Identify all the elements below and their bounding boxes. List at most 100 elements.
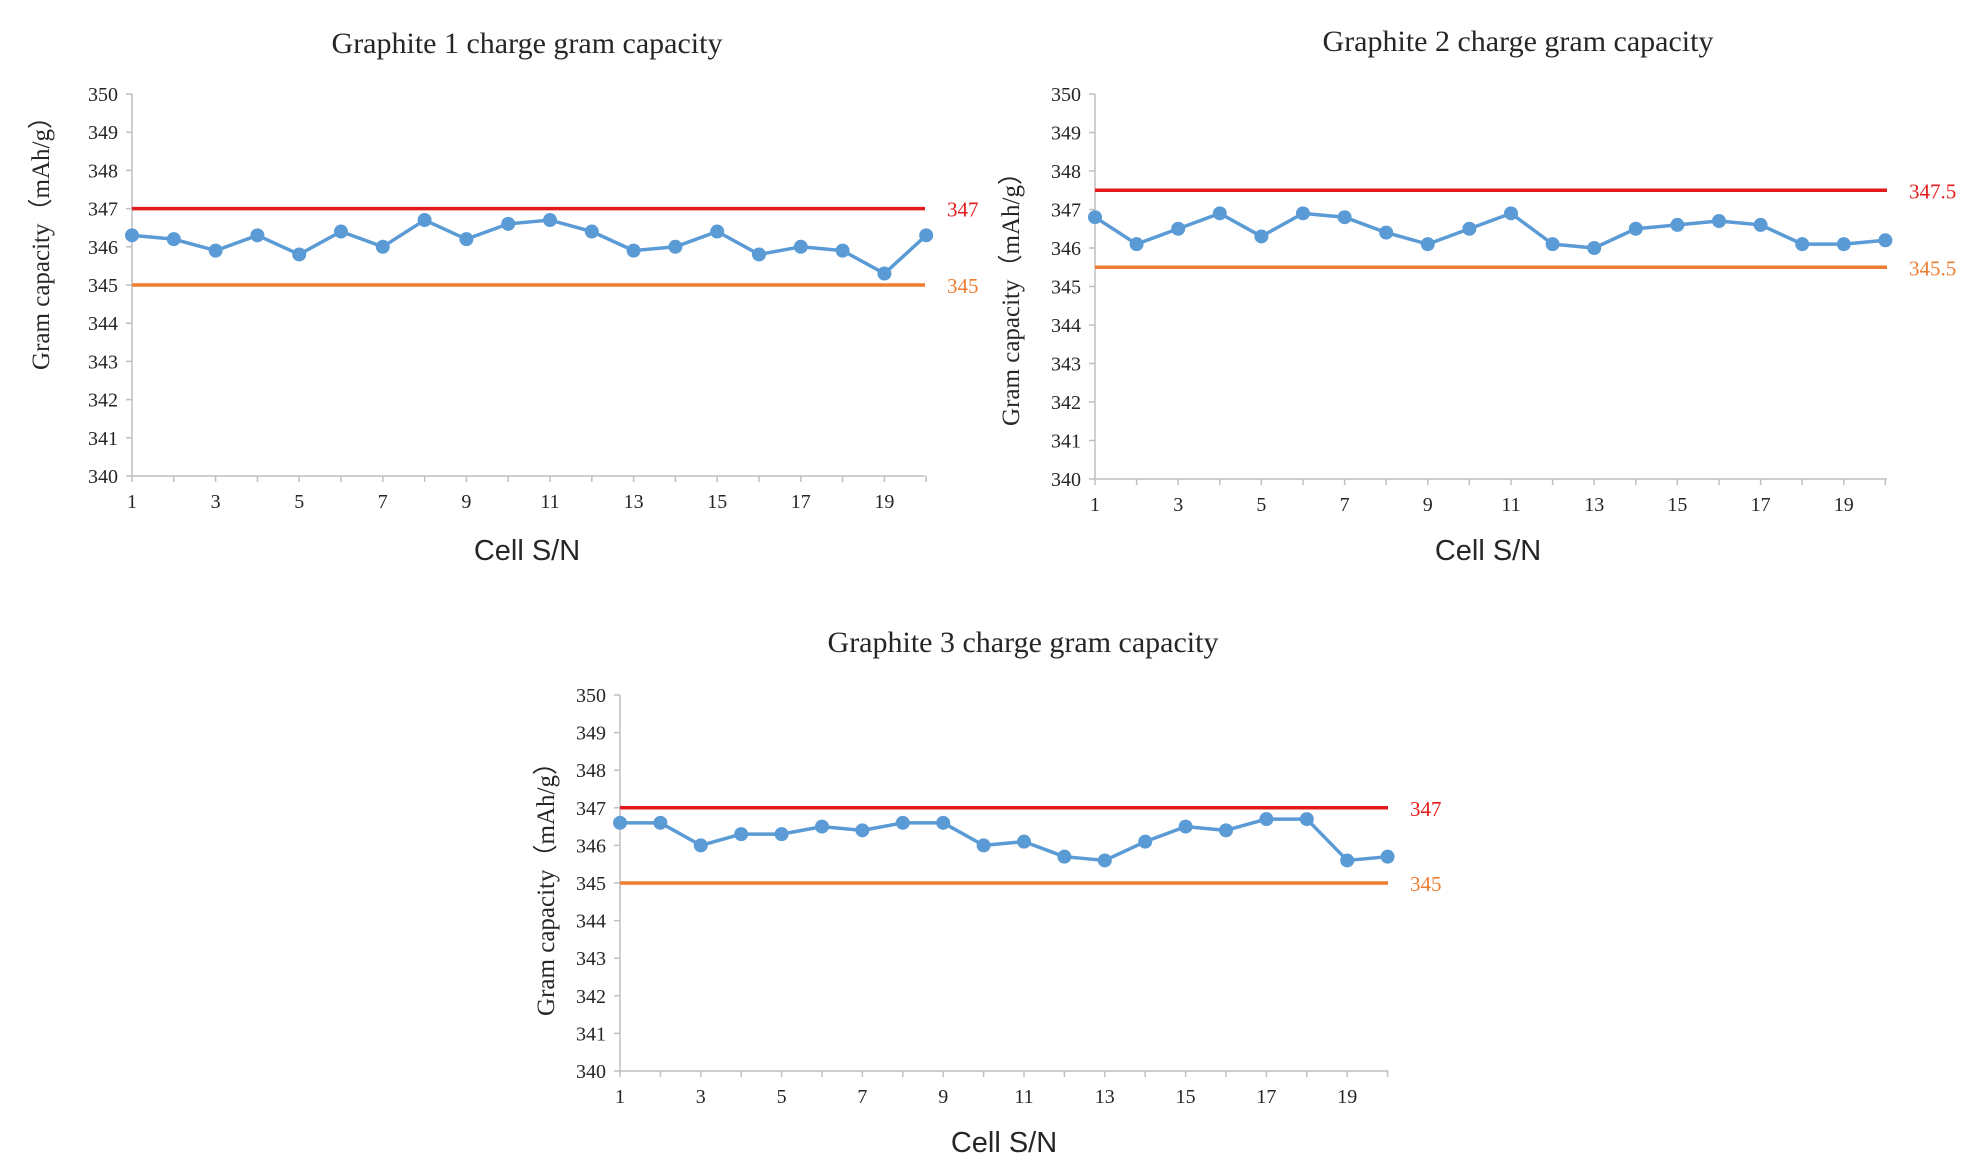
reference-line-label: 345 bbox=[947, 274, 979, 298]
data-point bbox=[1878, 233, 1893, 248]
x-tick-label: 15 bbox=[1667, 494, 1687, 516]
data-point bbox=[1628, 221, 1643, 236]
chart-graphite-2: Graphite 2 charge gram capacity Gram cap… bbox=[997, 25, 1956, 567]
data-point bbox=[653, 815, 668, 830]
data-point bbox=[292, 247, 307, 262]
data-point bbox=[734, 827, 749, 842]
y-tick-label: 345 bbox=[1051, 277, 1081, 299]
x-tick-label: 1 bbox=[1090, 494, 1100, 516]
data-point bbox=[895, 815, 910, 830]
data-point bbox=[1795, 237, 1810, 252]
x-tick-label: 5 bbox=[294, 491, 304, 513]
series-line bbox=[131, 218, 928, 276]
data-point bbox=[459, 232, 474, 247]
x-tick-label: 5 bbox=[1256, 494, 1266, 516]
chart-title: Graphite 2 charge gram capacity bbox=[1323, 25, 1714, 58]
y-axis-label: Gram capacity（mAh/g） bbox=[997, 160, 1025, 426]
data-point bbox=[1097, 853, 1112, 868]
y-tick-label: 348 bbox=[576, 760, 606, 782]
data-point bbox=[584, 224, 599, 239]
x-tick-label: 5 bbox=[777, 1086, 787, 1108]
y-tick-label: 342 bbox=[576, 986, 606, 1008]
x-tick-label: 3 bbox=[211, 491, 221, 513]
y-tick-label: 350 bbox=[88, 84, 118, 106]
data-point bbox=[1337, 210, 1352, 225]
data-point bbox=[1296, 206, 1310, 221]
chart-graphite-3: Graphite 3 charge gram capacity Gram cap… bbox=[532, 626, 1442, 1159]
x-tick-label: 11 bbox=[540, 491, 559, 513]
y-tick-label: 340 bbox=[88, 466, 118, 488]
data-point bbox=[1420, 237, 1435, 252]
data-point bbox=[1212, 206, 1227, 221]
x-tick-label: 19 bbox=[1834, 494, 1854, 516]
y-tick-label: 341 bbox=[1051, 431, 1081, 453]
chart-title: Graphite 1 charge gram capacity bbox=[332, 27, 723, 60]
data-point bbox=[501, 216, 516, 231]
data-point bbox=[710, 224, 725, 239]
data-point bbox=[1462, 221, 1477, 236]
x-tick-label: 1 bbox=[615, 1086, 625, 1108]
y-tick-label: 341 bbox=[88, 428, 118, 450]
data-point bbox=[208, 243, 223, 258]
data-point bbox=[626, 243, 641, 258]
x-tick-label: 13 bbox=[1584, 494, 1604, 516]
data-point bbox=[375, 239, 390, 254]
x-tick-label: 19 bbox=[1337, 1086, 1357, 1108]
reference-line-label: 345 bbox=[1410, 872, 1442, 896]
data-point bbox=[835, 243, 850, 258]
x-tick-label: 1 bbox=[127, 491, 137, 513]
x-tick-label: 7 bbox=[378, 491, 388, 513]
y-axis-label: Gram capacity（mAh/g） bbox=[532, 750, 560, 1016]
x-tick-label: 7 bbox=[857, 1086, 867, 1108]
data-point bbox=[815, 819, 829, 834]
reference-line-label: 347.5 bbox=[1909, 179, 1956, 203]
data-point bbox=[793, 239, 808, 254]
x-axis-label: Cell S/N bbox=[951, 1127, 1057, 1159]
data-point bbox=[1836, 237, 1851, 252]
data-point bbox=[1088, 210, 1102, 225]
x-axis-label: Cell S/N bbox=[1435, 535, 1541, 567]
x-tick-label: 3 bbox=[1173, 494, 1183, 516]
x-tick-label: 17 bbox=[1751, 494, 1771, 516]
data-point bbox=[543, 213, 557, 228]
x-tick-label: 11 bbox=[1501, 494, 1520, 516]
y-tick-label: 349 bbox=[1051, 123, 1081, 145]
y-tick-label: 341 bbox=[576, 1023, 606, 1045]
chart-graphite-1: Graphite 1 charge gram capacity Gram cap… bbox=[27, 27, 979, 567]
y-tick-label: 344 bbox=[1051, 315, 1081, 337]
y-tick-label: 342 bbox=[1051, 392, 1081, 414]
x-axis-label: Cell S/N bbox=[474, 535, 580, 567]
y-tick-label: 345 bbox=[576, 873, 606, 895]
y-tick-label: 340 bbox=[1051, 469, 1081, 491]
series-line bbox=[1094, 211, 1886, 250]
data-point bbox=[668, 239, 683, 254]
data-point bbox=[250, 228, 265, 243]
y-tick-label: 342 bbox=[88, 390, 118, 412]
data-point bbox=[1753, 217, 1768, 232]
data-point bbox=[1340, 853, 1355, 868]
x-tick-label: 7 bbox=[1340, 494, 1350, 516]
series-line bbox=[620, 817, 1388, 863]
data-point bbox=[752, 247, 766, 262]
data-point bbox=[1178, 819, 1193, 834]
y-tick-label: 343 bbox=[88, 351, 118, 373]
data-point bbox=[1587, 241, 1602, 255]
data-point bbox=[1712, 214, 1726, 229]
data-point bbox=[1504, 206, 1518, 221]
data-point bbox=[919, 228, 934, 243]
data-point bbox=[1545, 237, 1560, 252]
y-tick-label: 346 bbox=[576, 835, 606, 857]
reference-line-label: 347 bbox=[1410, 797, 1442, 821]
y-tick-label: 349 bbox=[576, 723, 606, 745]
data-point bbox=[166, 232, 181, 247]
y-tick-label: 340 bbox=[576, 1061, 606, 1083]
data-point bbox=[1171, 221, 1186, 236]
data-point bbox=[877, 266, 892, 281]
data-point bbox=[1017, 834, 1031, 849]
x-tick-label: 13 bbox=[624, 491, 644, 513]
y-tick-label: 346 bbox=[1051, 238, 1081, 260]
